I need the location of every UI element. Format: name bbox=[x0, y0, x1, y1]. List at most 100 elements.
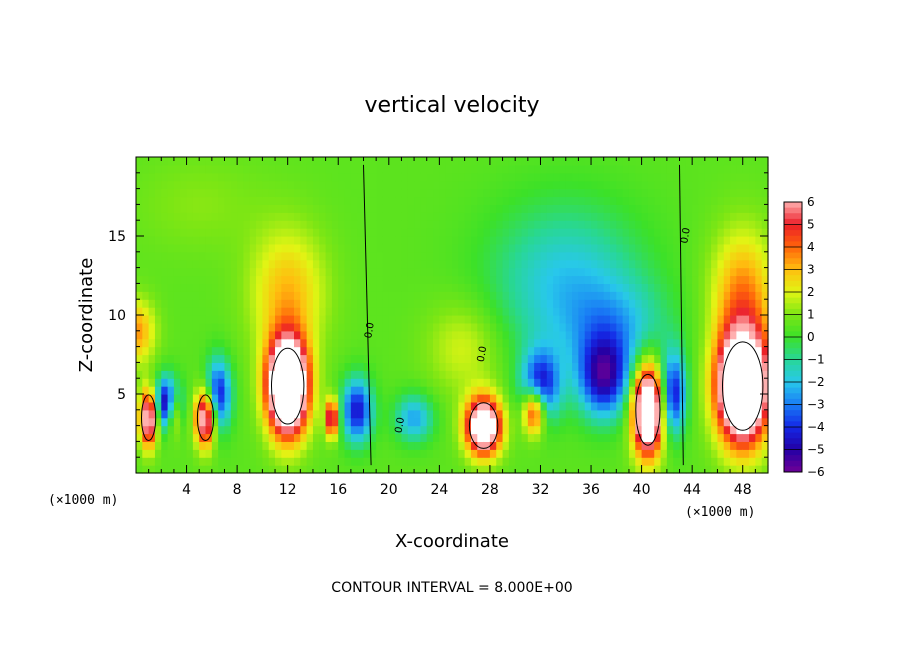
heatmap-cell bbox=[414, 322, 421, 332]
heatmap-cell bbox=[502, 299, 510, 308]
heatmap-cell bbox=[357, 291, 365, 300]
heatmap-cell bbox=[414, 220, 421, 229]
heatmap-cell bbox=[464, 196, 472, 205]
heatmap-cell bbox=[603, 267, 611, 277]
heatmap-cell bbox=[256, 338, 263, 348]
heatmap-cell bbox=[591, 457, 598, 466]
heatmap-cell bbox=[584, 378, 592, 387]
heatmap-cell bbox=[287, 220, 295, 229]
heatmap-cell bbox=[142, 354, 150, 363]
heatmap-cell bbox=[470, 259, 478, 269]
heatmap-cell bbox=[357, 338, 365, 348]
heatmap-cell bbox=[508, 220, 516, 229]
heatmap-cell bbox=[199, 465, 207, 474]
heatmap-cell bbox=[572, 425, 579, 435]
heatmap-cell bbox=[660, 220, 668, 229]
heatmap-cell bbox=[256, 307, 263, 316]
heatmap-cell bbox=[452, 449, 459, 458]
heatmap-cell bbox=[357, 322, 365, 332]
heatmap-cell bbox=[654, 449, 662, 458]
heatmap-cell bbox=[742, 212, 750, 221]
heatmap-cell bbox=[186, 465, 194, 474]
heatmap-cell bbox=[186, 236, 194, 245]
heatmap-cell bbox=[698, 259, 706, 269]
heatmap-cell bbox=[458, 283, 466, 292]
heatmap-cell bbox=[136, 220, 143, 229]
heatmap-cell bbox=[224, 228, 232, 237]
heatmap-cell bbox=[161, 378, 169, 387]
heatmap-cell bbox=[312, 164, 320, 174]
heatmap-cell bbox=[458, 243, 466, 253]
heatmap-cell bbox=[711, 465, 719, 474]
heatmap-cell bbox=[142, 362, 150, 371]
heatmap-cell bbox=[628, 315, 636, 324]
heatmap-cell bbox=[578, 164, 586, 174]
heatmap-cell bbox=[616, 433, 624, 442]
heatmap-cell bbox=[483, 251, 491, 261]
heatmap-cell bbox=[597, 236, 605, 245]
heatmap-cell bbox=[502, 433, 510, 442]
heatmap-cell bbox=[300, 401, 308, 411]
heatmap-cell bbox=[546, 441, 554, 450]
heatmap-cell bbox=[224, 322, 232, 332]
heatmap-cell bbox=[673, 449, 681, 458]
heatmap-cell bbox=[679, 212, 687, 221]
heatmap-cell bbox=[439, 401, 447, 411]
heatmap-cell bbox=[344, 164, 352, 174]
heatmap-cell bbox=[312, 204, 320, 213]
heatmap-cell bbox=[211, 307, 219, 316]
heatmap-cell bbox=[540, 378, 548, 387]
heatmap-cell bbox=[717, 401, 725, 411]
heatmap-cell bbox=[211, 354, 219, 363]
heatmap-cell bbox=[597, 164, 605, 174]
heatmap-cell bbox=[553, 417, 561, 427]
heatmap-cell bbox=[610, 354, 617, 363]
heatmap-cell bbox=[723, 164, 731, 174]
colorbar-swatch bbox=[784, 449, 802, 456]
heatmap-cell bbox=[761, 299, 769, 308]
heatmap-cell bbox=[237, 465, 245, 474]
heatmap-cell bbox=[610, 275, 617, 284]
heatmap-cell bbox=[591, 386, 598, 395]
heatmap-cell bbox=[470, 401, 478, 411]
heatmap-cell bbox=[502, 188, 510, 198]
heatmap-cell bbox=[730, 394, 737, 403]
heatmap-cell bbox=[496, 457, 504, 466]
heatmap-cell bbox=[281, 259, 289, 269]
heatmap-cell bbox=[268, 425, 276, 435]
heatmap-cell bbox=[711, 172, 719, 182]
heatmap-cell bbox=[344, 378, 352, 387]
heatmap-cell bbox=[445, 417, 453, 427]
heatmap-cell bbox=[262, 275, 270, 284]
heatmap-cell bbox=[243, 299, 251, 308]
heatmap-cell bbox=[489, 394, 497, 403]
heatmap-cell bbox=[711, 251, 719, 261]
heatmap-cell bbox=[445, 228, 453, 237]
heatmap-cell bbox=[685, 307, 693, 316]
colorbar-swatch bbox=[784, 303, 802, 310]
heatmap-cell bbox=[312, 243, 320, 253]
heatmap-cell bbox=[673, 441, 681, 450]
heatmap-cell bbox=[572, 370, 579, 379]
heatmap-cell bbox=[136, 283, 143, 292]
heatmap-cell bbox=[685, 164, 693, 174]
heatmap-cell bbox=[534, 188, 542, 198]
heatmap-cell bbox=[502, 212, 510, 221]
heatmap-cell bbox=[673, 299, 681, 308]
heatmap-cell bbox=[496, 386, 504, 395]
heatmap-cell bbox=[319, 322, 327, 332]
heatmap-cell bbox=[591, 196, 598, 205]
heatmap-cell bbox=[199, 362, 207, 371]
heatmap-cell bbox=[350, 243, 358, 253]
heatmap-cell bbox=[452, 283, 459, 292]
heatmap-cell bbox=[287, 409, 295, 419]
heatmap-cell bbox=[136, 196, 143, 205]
heatmap-cell bbox=[502, 322, 510, 332]
heatmap-cell bbox=[483, 307, 491, 316]
heatmap-cell bbox=[559, 378, 567, 387]
heatmap-cell bbox=[287, 243, 295, 253]
heatmap-cell bbox=[553, 180, 561, 190]
heatmap-cell bbox=[578, 401, 586, 411]
heatmap-cell bbox=[148, 196, 156, 205]
heatmap-cell bbox=[483, 346, 491, 356]
